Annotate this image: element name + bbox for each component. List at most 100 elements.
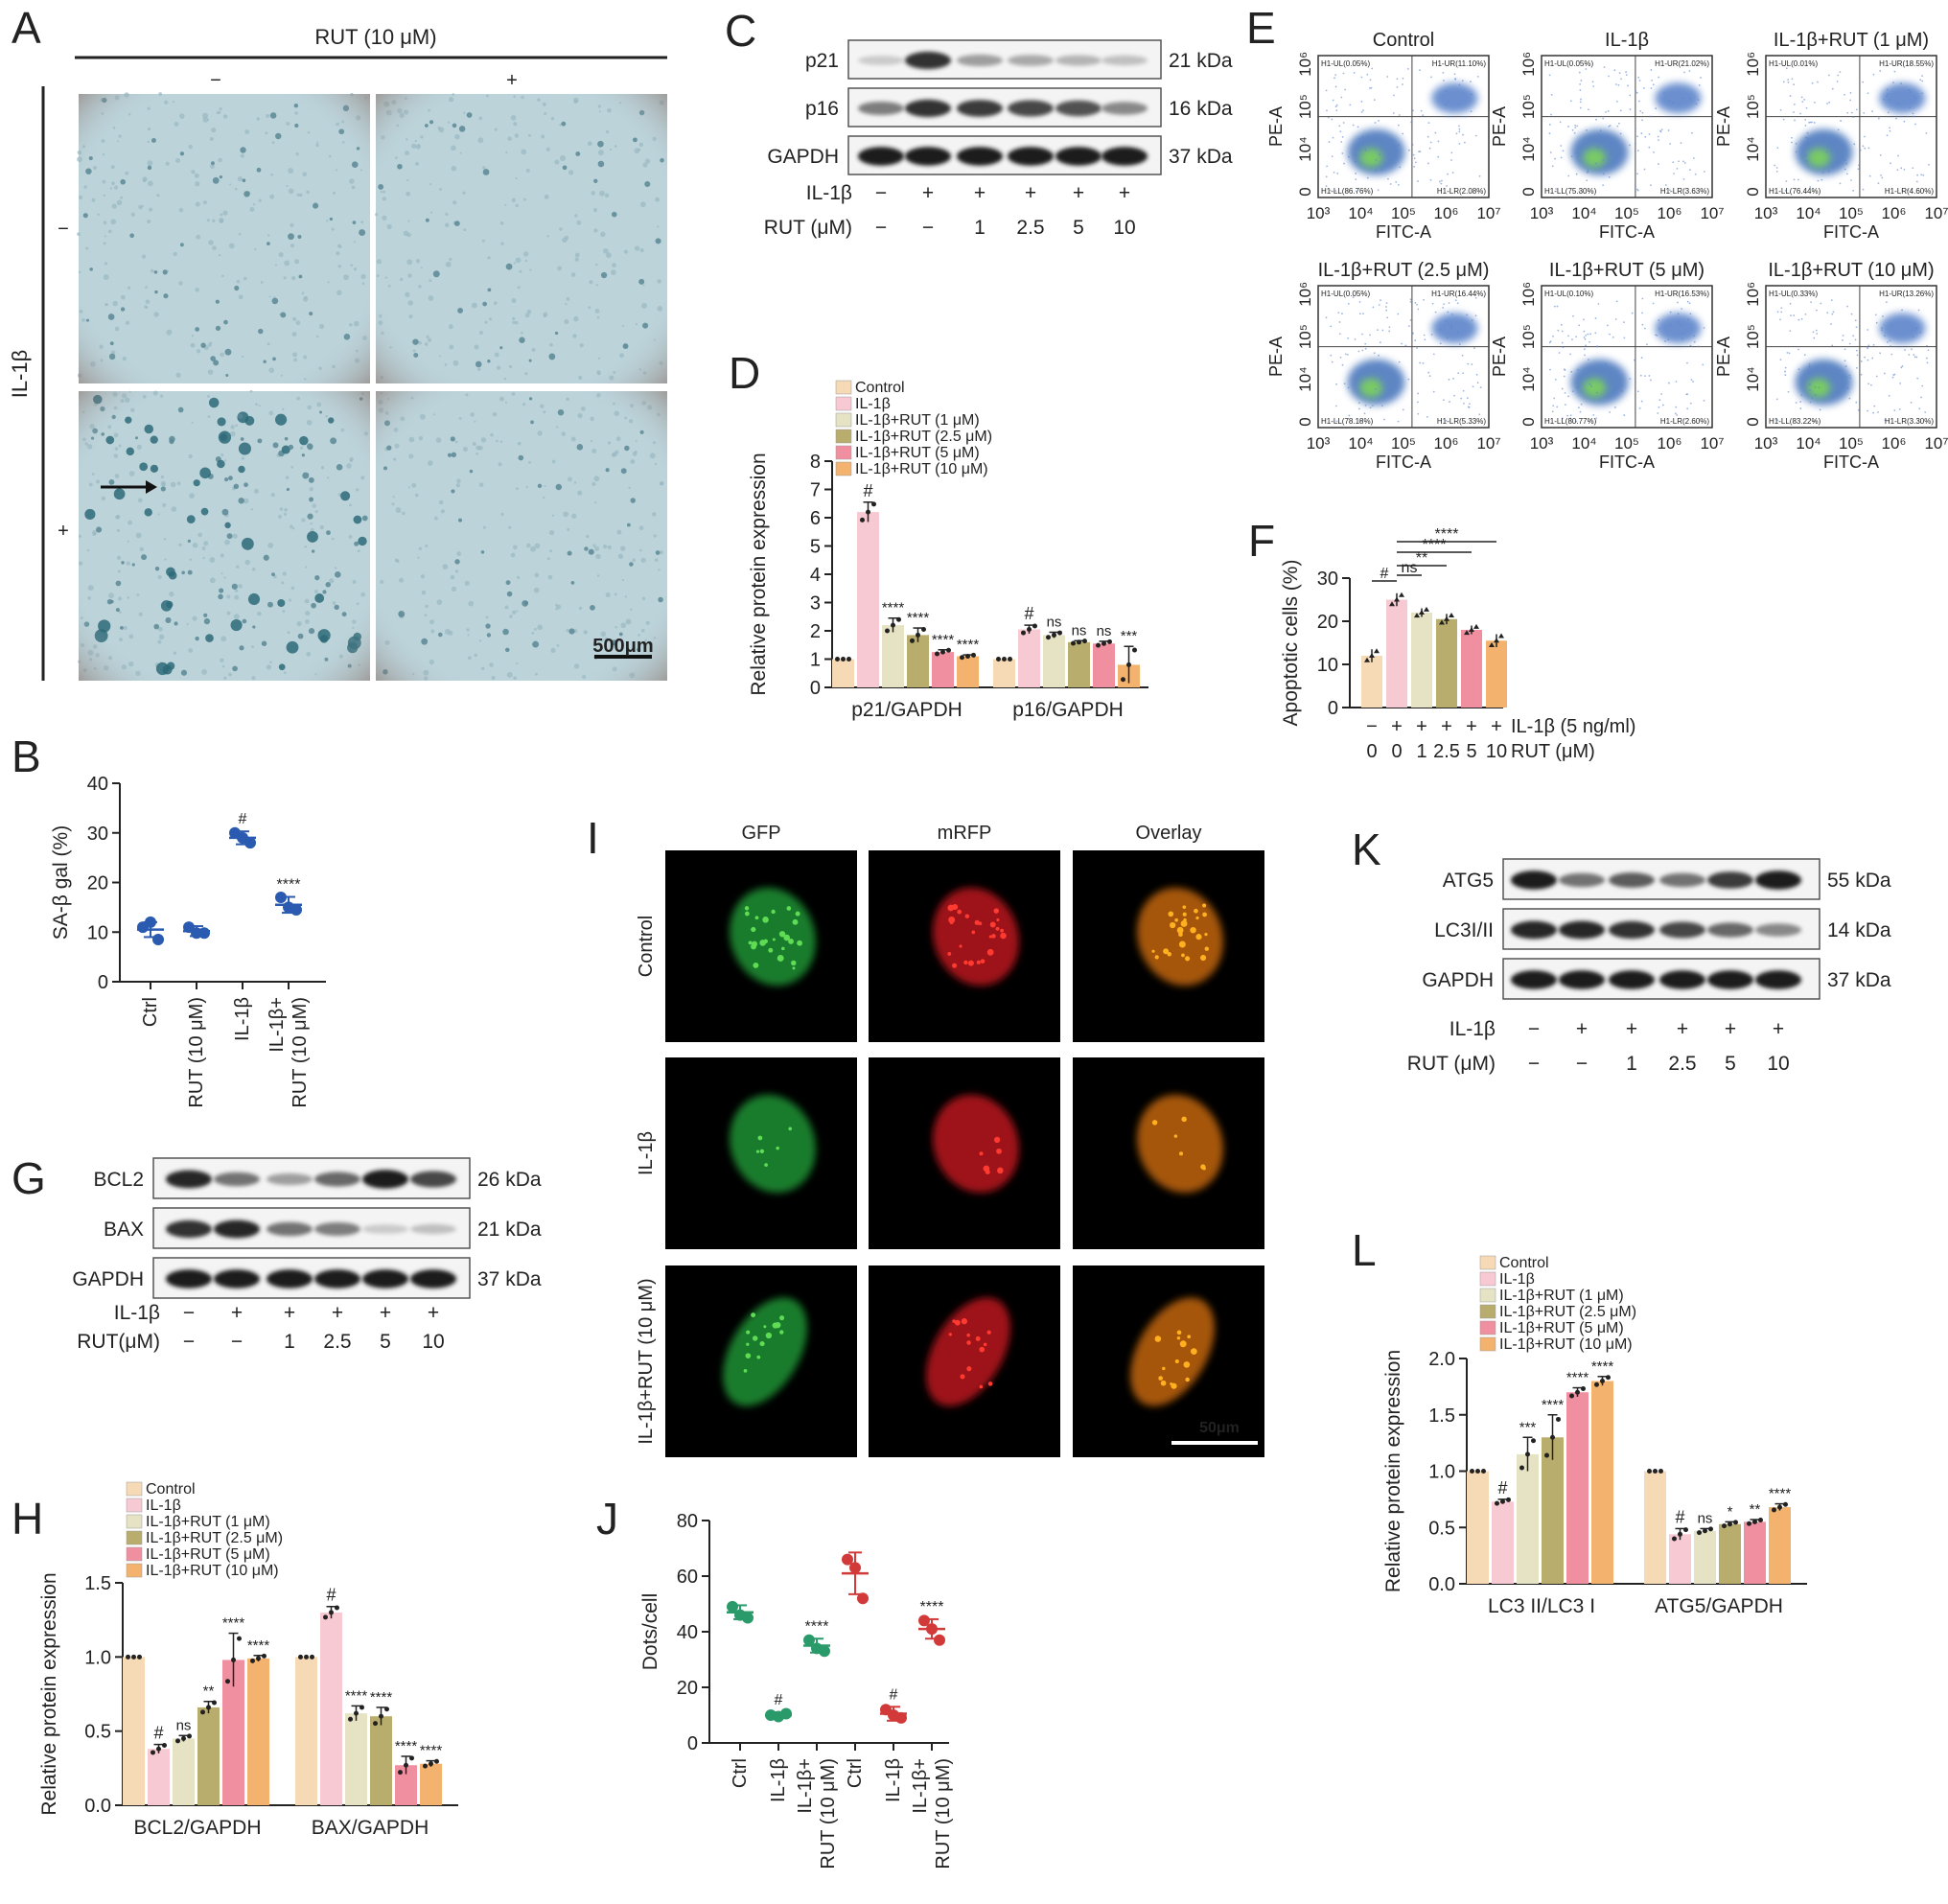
confocal-scalebar-label: 50μm: [1199, 1420, 1240, 1436]
data-point: [1647, 1469, 1652, 1474]
flow-event: [1903, 169, 1906, 171]
flow-event: [1789, 302, 1792, 305]
flow-event: [1671, 102, 1674, 104]
blot-band: [362, 1224, 408, 1234]
flow-xtick: 10³: [1307, 204, 1331, 222]
data-point: [1777, 1504, 1782, 1510]
flow-event: [1635, 188, 1638, 191]
flow-event: [1334, 405, 1337, 407]
flow-event: [1340, 141, 1343, 143]
flow-event: [1629, 144, 1631, 147]
blot-kda-label: 14 kDa: [1827, 919, 1891, 941]
flow-event: [1328, 141, 1331, 143]
bar: [197, 1707, 220, 1805]
flow-event: [1658, 319, 1660, 321]
data-point: [434, 1758, 439, 1764]
puncta-dot: [792, 918, 799, 925]
flow-event: [1605, 110, 1607, 113]
blot-band: [1055, 55, 1102, 66]
flow-event: [1815, 329, 1818, 332]
treatment-value: −: [231, 1331, 243, 1353]
data-point: [212, 1700, 217, 1706]
flow-event: [1805, 160, 1808, 162]
blot-band: [362, 1269, 408, 1289]
flow-event: [1358, 407, 1360, 410]
flow-title: IL-1β+RUT (5 μM): [1549, 260, 1704, 281]
flow-event: [1698, 84, 1701, 86]
flow-event: [1463, 141, 1466, 144]
flow-event: [1366, 176, 1369, 179]
flow-event: [1918, 407, 1921, 410]
puncta-dot: [1178, 940, 1186, 948]
puncta-dot: [745, 1353, 752, 1359]
treatment-value: −: [875, 182, 887, 204]
flow-event: [1903, 120, 1906, 123]
flow-event: [1676, 167, 1679, 170]
flow-event: [1805, 106, 1808, 109]
x-category-label: IL-1β+: [910, 1758, 931, 1814]
flow-event: [1379, 374, 1381, 377]
data-point: [1569, 1393, 1574, 1399]
puncta-dot: [988, 935, 992, 939]
puncta-dot: [744, 906, 750, 911]
flow-event: [1680, 324, 1682, 327]
flow-event: [1809, 383, 1811, 386]
legend-label: IL-1β: [146, 1498, 181, 1514]
flow-event: [1855, 349, 1858, 352]
flow-event: [1375, 159, 1378, 161]
flow-event: [1921, 75, 1923, 78]
flow-event: [1558, 352, 1561, 354]
panel-b-letter: B: [12, 731, 41, 781]
flow-event: [1809, 401, 1812, 404]
y-tick-label: 5: [810, 537, 821, 558]
flow-event: [1681, 337, 1684, 340]
flow-event: [1378, 354, 1380, 357]
quadrant-lr: H1-LR(2.60%): [1660, 417, 1709, 426]
flow-event: [1578, 71, 1581, 74]
flow-event: [1587, 169, 1589, 172]
flow-event: [1669, 143, 1672, 145]
flow-ytick: 10⁵: [1519, 94, 1538, 119]
flow-event: [1374, 122, 1377, 124]
flow-event: [1557, 329, 1560, 332]
flow-event: [1893, 373, 1896, 376]
flow-event: [1889, 129, 1891, 132]
data-point: [131, 1654, 136, 1660]
flow-event: [1875, 321, 1878, 324]
data-point: [373, 1721, 378, 1727]
data-point: [727, 1600, 738, 1613]
bar: [907, 635, 929, 687]
flow-ytick: 10⁵: [1744, 324, 1762, 349]
y-tick-label: 7: [810, 480, 821, 501]
puncta-dot: [979, 1151, 984, 1156]
flow-event: [1326, 165, 1329, 168]
flow-event: [1837, 74, 1840, 77]
data-point: [835, 657, 840, 662]
flow-event: [1590, 385, 1592, 387]
cell-body: [926, 1297, 1010, 1406]
flow-event: [1811, 397, 1814, 399]
flow-event: [1791, 78, 1794, 81]
flow-event: [1380, 299, 1381, 302]
flow-ylabel: PE-A: [1266, 337, 1286, 377]
flow-event: [1873, 405, 1876, 407]
data-point: [1424, 606, 1429, 612]
flow-event: [1333, 171, 1335, 174]
legend-swatch: [835, 396, 852, 411]
flow-xtick: 10⁶: [1882, 434, 1907, 453]
flow-ytick: 10⁶: [1296, 52, 1314, 77]
flow-event: [1920, 396, 1923, 399]
significance-label: **: [203, 1683, 215, 1700]
treatment-value: −: [183, 1331, 195, 1353]
significance-label: *: [1728, 1503, 1733, 1520]
flow-event: [1364, 347, 1367, 350]
flow-event: [1583, 348, 1586, 351]
data-point: [1399, 592, 1404, 597]
significance-label: ****: [1591, 1358, 1614, 1375]
flow-event: [1607, 110, 1610, 112]
flow-event: [1456, 331, 1459, 333]
y-tick-label: 1.5: [1428, 1405, 1455, 1427]
blot-band: [410, 1171, 456, 1188]
